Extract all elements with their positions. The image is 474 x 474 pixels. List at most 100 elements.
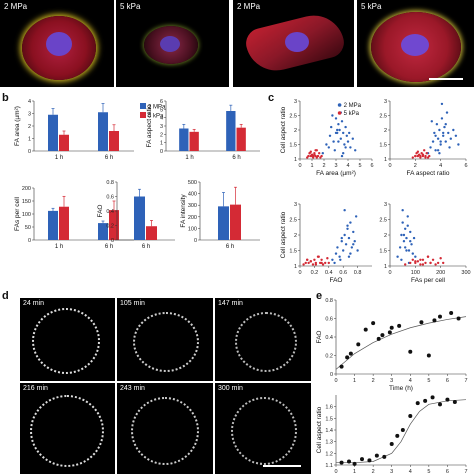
data-point: [344, 125, 347, 129]
data-point: [342, 152, 345, 155]
data-point: [367, 458, 372, 463]
data-point: [356, 249, 359, 252]
category-label: 1 h: [55, 244, 63, 250]
x-tick-label: 4: [346, 163, 349, 169]
data-point: [419, 156, 422, 159]
data-point: [436, 261, 440, 265]
data-point: [347, 459, 351, 464]
data-point: [334, 252, 338, 255]
cell-outline: [235, 312, 297, 372]
data-point: [404, 227, 407, 230]
data-point: [336, 131, 339, 135]
data-point: [449, 310, 454, 315]
y-tick-label: 2.5: [379, 218, 387, 224]
y-tick-label: 300: [188, 203, 197, 209]
data-point: [448, 146, 451, 149]
y-tick-label: 3: [294, 202, 297, 208]
data-point: [401, 221, 404, 224]
data-point: [309, 150, 312, 153]
data-point: [421, 154, 425, 158]
data-point: [408, 349, 413, 354]
category-label: 6 h: [105, 155, 113, 161]
y-axis-label: Cell aspect ratio: [316, 406, 323, 453]
data-point: [313, 153, 316, 156]
data-point: [376, 336, 381, 341]
data-point: [321, 263, 325, 266]
data-point: [419, 154, 422, 158]
bar-2mpa: [98, 112, 108, 151]
data-point: [316, 154, 320, 158]
data-point: [339, 137, 342, 140]
y-tick-label: 150: [22, 199, 31, 205]
y-tick-label: 2.5: [289, 218, 297, 224]
data-point: [436, 137, 440, 140]
x-tick-label: 2: [372, 378, 375, 384]
data-point: [348, 351, 353, 356]
data-point: [444, 123, 447, 126]
scale-bar: [263, 465, 301, 467]
data-point: [345, 134, 348, 137]
data-point: [440, 117, 444, 120]
data-point: [327, 146, 330, 149]
data-point: [438, 314, 442, 319]
data-point: [337, 123, 340, 126]
y-tick-label: 1: [28, 137, 31, 143]
y-tick-label: 5: [160, 107, 163, 113]
data-point: [340, 154, 344, 158]
data-point: [409, 240, 412, 243]
fit-curve: [336, 399, 467, 464]
cell-outline: [231, 397, 297, 465]
x-tick-label: 6: [446, 469, 449, 474]
cell-outline: [32, 308, 100, 374]
x-tick-label: 100: [411, 270, 420, 276]
data-point: [320, 258, 323, 261]
data-point: [320, 154, 323, 158]
data-point: [320, 261, 323, 265]
data-point: [310, 153, 314, 156]
x-tick-label: 0.2: [311, 270, 319, 276]
y-tick-label: 0: [160, 149, 163, 155]
data-point: [425, 152, 428, 155]
data-point: [339, 460, 344, 465]
y-tick-label: 3: [384, 202, 387, 208]
frame-time: 216 min: [23, 385, 48, 392]
data-point: [445, 397, 450, 402]
data-point: [334, 117, 338, 120]
frame-time: 105 min: [120, 300, 145, 307]
category-label: 1 h: [185, 155, 193, 161]
y-tick-label: 0.8: [325, 298, 333, 304]
data-point: [349, 146, 352, 149]
frame-time: 147 min: [218, 300, 243, 307]
category-label: 1 h: [55, 155, 63, 161]
y-tick-label: 1.5: [289, 143, 297, 149]
y-tick-label: 2: [294, 233, 297, 239]
data-point: [407, 261, 411, 265]
timelapse-frame-2: 105 min: [117, 298, 213, 381]
data-point: [421, 258, 425, 261]
x-tick-label: 0.6: [339, 270, 347, 276]
cell-outline: [131, 397, 199, 465]
bar-2mpa: [134, 196, 145, 240]
data-point: [417, 153, 421, 156]
data-point: [454, 134, 458, 137]
nucleus: [401, 34, 429, 56]
data-point: [426, 255, 430, 258]
y-tick-label: 1.5: [379, 143, 387, 149]
data-point: [433, 131, 436, 135]
data-point: [340, 236, 343, 240]
data-point: [412, 236, 416, 240]
data-point: [414, 154, 417, 158]
micrograph-3: 2 MPa: [233, 0, 354, 87]
data-point: [314, 154, 317, 158]
data-point: [380, 333, 385, 338]
data-point: [389, 325, 394, 330]
data-point: [438, 152, 441, 155]
y-axis-label: FAO: [97, 204, 104, 217]
x-tick-label: 3: [390, 469, 393, 474]
data-point: [371, 321, 376, 326]
data-point: [304, 261, 307, 265]
data-point: [411, 156, 414, 159]
x-axis-label: FAO: [329, 277, 342, 284]
data-point: [395, 433, 400, 438]
bar-5kpa: [230, 204, 241, 240]
